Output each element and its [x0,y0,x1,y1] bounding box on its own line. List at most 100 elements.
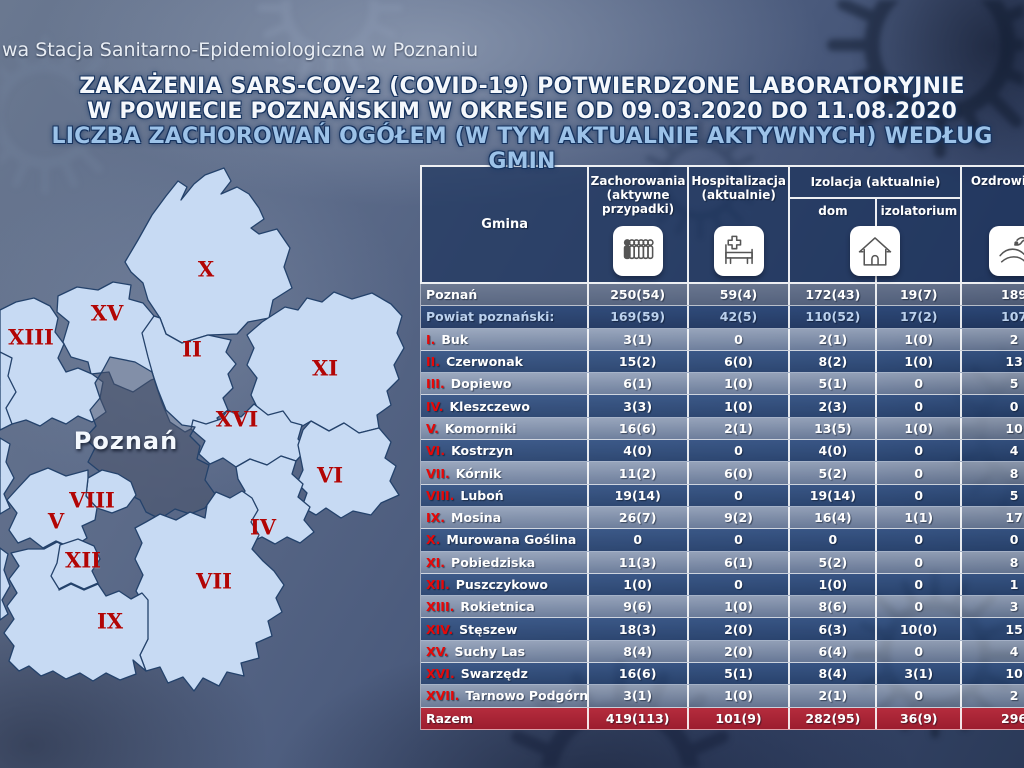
cell-izolacja-dom: 2(1) [790,685,878,707]
cell-gmina: XIII. Rokietnica [421,596,589,618]
cell-izolacja-izolatorium: 3(1) [877,663,963,685]
cell-izolacja-izolatorium: 0 [877,462,963,484]
cell-ozdrowiency: 17 [962,507,1024,528]
title-line-1: ZAKAŻENIA SARS-COV-2 (COVID-19) POTWIERD… [79,74,965,99]
cell-gmina: XV. Suchy Las [421,640,589,663]
gmina-xi-pobiedziska [246,291,405,434]
table-row: XII. Puszczykowo 1(0) 0 1(0) 0 1 [421,573,1024,597]
cell-izolacja-dom: 282(95) [790,707,878,729]
gmina-name: Razem [426,710,473,726]
cell-izolacja-dom: 4(0) [790,440,878,462]
cell-izolacja-dom: 1(0) [790,573,878,596]
title-line-2: W POWIECIE POZNAŃSKIM W OKRESIE OD 09.03… [87,99,957,124]
cell-izolacja-izolatorium: 0 [877,373,963,395]
table-row: XV. Suchy Las 8(4) 2(0) 6(4) 0 4 [421,640,1024,664]
cell-ozdrowiency: 10 [962,418,1024,439]
cell-gmina: XVI. Swarzędz [421,663,589,685]
gmina-numeral: II. [426,354,441,370]
column-header-ozdrowiency-label: Ozdrowieńcy [970,174,1024,188]
gmina-name: Pobiedziska [451,554,536,570]
cell-gmina: Powiat poznański: [421,306,589,328]
cell-izolacja-dom: 110(52) [790,306,878,328]
cell-zachorowania: 250(54) [589,284,689,306]
gmina-numeral: XVI. [426,666,455,682]
cell-hospitalizacja: 101(9) [689,707,791,729]
cell-zachorowania: 169(59) [589,306,689,328]
gmina-iii-edge-sliver [0,437,15,515]
cell-zachorowania: 0 [589,529,689,551]
gmina-numeral: VI. [426,443,446,459]
cell-hospitalizacja: 42(5) [689,306,791,328]
gmina-name: Suchy Las [454,643,526,659]
gmina-numeral: VII. [426,465,450,481]
table-row: Razem 419(113) 101(9) 282(95) 36(9) 296 [421,707,1024,730]
cell-gmina: XII. Puszczykowo [421,573,589,596]
cell-izolacja-izolatorium: 17(2) [877,306,963,328]
cell-izolacja-dom: 8(4) [790,663,878,685]
cell-gmina: VII. Kórnik [421,462,589,484]
gmina-numeral: I. [426,331,436,347]
gmina-name: Puszczykowo [455,577,549,592]
map-region-numeral: XV [90,300,124,326]
table-row: XIII. Rokietnica 9(6) 1(0) 8(6) 0 3 [421,596,1024,619]
map-city-label: Poznań [73,427,179,455]
table-row: XVII. Tarnowo Podgórne 3(1) 1(0) 2(1) 0 2 [421,685,1024,708]
map-region-numeral: IX [96,608,124,634]
cell-izolacja-dom: 2(1) [790,328,878,350]
cell-izolacja-izolatorium: 1(1) [877,506,963,529]
map-region-numeral: XVI [215,406,259,432]
cell-izolacja-dom: 8(2) [790,350,878,373]
table-row: VI. Kostrzyn 4(0) 0 4(0) 0 4 [421,440,1024,463]
station-name: wa Stacja Sanitarno-Epidemiologiczna w P… [2,39,479,61]
cell-ozdrowiency: 1 [962,574,1024,595]
gmina-name: Buk [441,331,469,347]
cell-izolacja-izolatorium: 0 [877,395,963,417]
table-row: IV. Kleszczewo 3(3) 1(0) 2(3) 0 0 [421,395,1024,418]
cell-izolacja-dom: 6(3) [790,618,878,640]
cell-gmina: VI. Kostrzyn [421,440,589,462]
map-region-numeral: XII [65,547,101,573]
subtitle: LICZBA ZACHOROWAŃ OGÓŁEM (W TYM AKTUALNI… [51,124,993,174]
table-body: Poznań 250(54) 59(4) 172(43) 19(7) 189 Powiat … [420,284,1024,730]
cell-zachorowania: 16(6) [589,417,689,440]
gmina-numeral: IV. [426,398,444,414]
cell-hospitalizacja: 9(2) [689,506,791,529]
cell-gmina: XVII. Tarnowo Podgórne [421,685,589,707]
cell-hospitalizacja: 1(0) [689,596,791,618]
cell-hospitalizacja: 59(4) [689,284,791,306]
gmina-name: Stęszew [459,621,518,637]
cell-gmina: VIII. Luboń [421,484,589,506]
cell-izolacja-dom: 8(6) [790,596,878,618]
column-header-hospitalizacja-label: Hospitalizacja (aktualnie) [691,174,786,202]
cell-gmina: X. Murowana Goślina [421,529,589,551]
gmina-numeral: XI. [426,554,446,570]
cell-zachorowania: 18(3) [589,618,689,640]
gmina-name: Komorniki [444,420,517,436]
cell-izolacja-izolatorium: 0 [877,551,963,573]
map-region-numeral: IV [249,514,277,540]
cell-izolacja-dom: 13(5) [790,417,878,440]
cell-izolacja-izolatorium: 1(0) [877,350,963,373]
cell-hospitalizacja: 0 [689,440,791,462]
cell-hospitalizacja: 6(1) [689,551,791,573]
gmina-name: Tarnowo Podgórne [465,688,589,704]
gmina-numeral: XII. [426,577,450,592]
cell-gmina: XI. Pobiedziska [421,551,589,573]
gmina-numeral: XVII. [426,688,460,704]
column-header-izolacja-label: Izolacja (aktualnie) [790,167,961,199]
cell-izolacja-izolatorium: 0 [877,640,963,663]
cell-zachorowania: 1(0) [589,573,689,596]
gmina-name: Luboń [460,487,504,503]
gmina-numeral: XV. [426,643,449,659]
gmina-name: Dopiewo [450,376,512,392]
table-row: XVI. Swarzędz 16(6) 5(1) 8(4) 3(1) 10 [421,663,1024,686]
table-row: Powiat poznański: 169(59) 42(5) 110(52) 17(2… [421,306,1024,329]
cell-izolacja-dom: 16(4) [790,506,878,529]
cell-ozdrowiency: 4 [962,641,1024,662]
map-region-numeral: V [47,508,65,534]
hospital-bed-icon [713,226,764,276]
cell-izolacja-izolatorium: 0 [877,484,963,506]
map-region-numeral: VI [316,462,344,488]
cell-ozdrowiency: 0 [962,529,1024,550]
cell-gmina: Razem [421,707,589,729]
